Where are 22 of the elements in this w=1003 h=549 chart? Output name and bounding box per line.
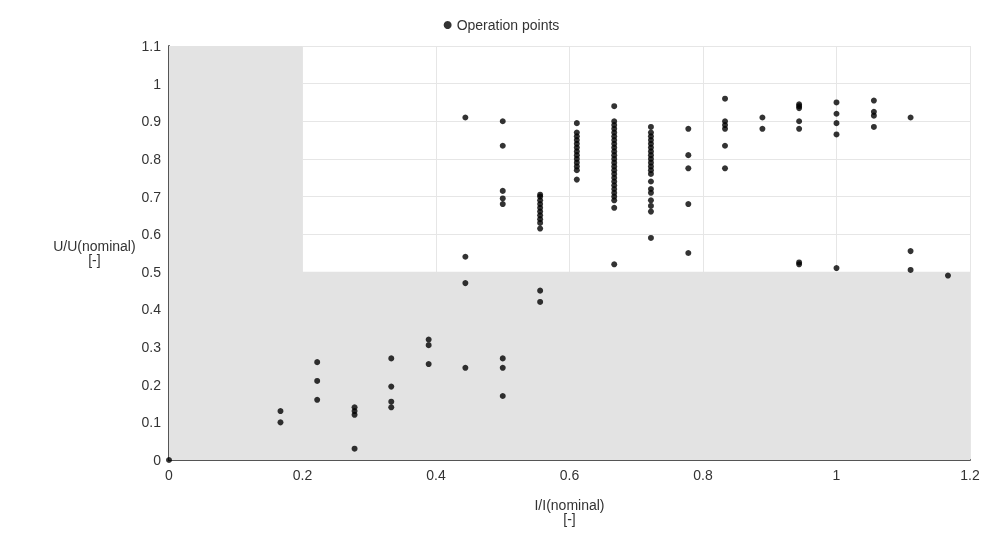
y-axis-title: U/U(nominal) [-] (53, 238, 136, 268)
x-axis-title: I/I(nominal) [-] (534, 497, 605, 527)
x-tick-label: 0.6 (559, 467, 580, 483)
y-tick-label: 0.1 (141, 414, 162, 431)
y-tick-label: 0.9 (141, 113, 162, 130)
x-tick-label: 0.8 (693, 467, 713, 483)
legend-label: Operation points (456, 17, 560, 33)
x-tick-label: 1 (832, 467, 841, 483)
y-tick-label: 0.5 (141, 263, 162, 280)
y-tick-label: 1.1 (141, 38, 162, 54)
x-tick-label: 1.2 (960, 467, 980, 483)
y-tick-label: 1 (153, 75, 162, 92)
x-tick-label: 0 (165, 467, 174, 483)
y-tick-label: 0.8 (141, 150, 162, 167)
x-tick-label: 0.2 (292, 467, 313, 483)
y-tick-label: 0.4 (141, 301, 162, 318)
x-tick-label: 0.4 (426, 467, 446, 483)
y-tick-label: 0.6 (141, 226, 162, 243)
y-tick-label: 0.3 (141, 339, 162, 356)
y-tick-label: 0 (153, 452, 162, 468)
y-tick-label: 0.7 (141, 188, 162, 205)
y-tick-label: 0.2 (141, 376, 162, 393)
